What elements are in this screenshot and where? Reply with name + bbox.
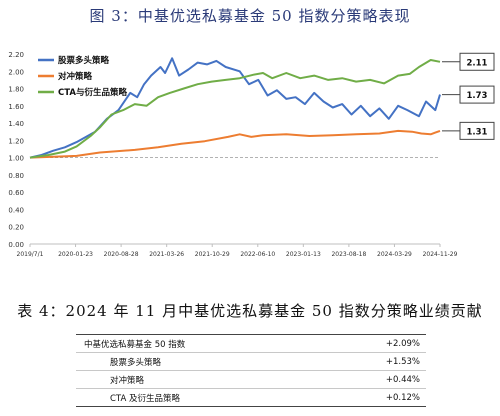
table-row-value: +0.44% (331, 370, 426, 389)
y-tick-label: 0.80 (8, 172, 24, 180)
y-tick-label: 0.40 (8, 206, 24, 214)
y-tick-label: 1.20 (8, 137, 24, 145)
y-tick-label: 2.00 (8, 68, 24, 76)
strategy-performance-chart: 0.00 0.20 0.40 0.60 0.80 1.00 1.20 1.40 1.60 1.80… (8, 51, 495, 258)
x-tick-label: 2023-08-18 (331, 251, 366, 258)
table-row-index: 中基优选私募基金 50 指数 +2.09% (76, 334, 426, 353)
table-row-label: CTA 及衍生品策略 (76, 388, 332, 407)
figure-title: 图 3：中基优选私募基金 50 指数分策略表现 (89, 7, 411, 25)
x-tick-label: 2020-08-28 (104, 251, 139, 258)
x-tick-label: 2024-11-29 (423, 251, 458, 258)
y-tick-label: 2.20 (8, 51, 24, 59)
legend-label-cta: CTA与衍生品策略 (58, 87, 127, 98)
x-tick-label: 2020-01-23 (58, 251, 93, 258)
table-row-hedge: 对冲策略 +0.44% (76, 370, 426, 389)
end-value-label-equity-long: 1.73 (467, 91, 488, 101)
end-value-label-hedge: 1.31 (467, 127, 488, 137)
table-row-label: 中基优选私募基金 50 指数 (76, 334, 332, 353)
y-tick-label: 1.80 (8, 86, 24, 94)
y-tick-label: 0.20 (8, 224, 24, 232)
y-tick-label: 0.60 (8, 189, 24, 197)
y-tick-label: 1.40 (8, 120, 24, 128)
table-row-value: +0.12% (331, 388, 426, 407)
legend-label-hedge: 对冲策略 (58, 71, 93, 82)
x-tick-label: 2023-01-13 (286, 251, 321, 258)
x-tick-label: 2019/7/1 (17, 251, 44, 258)
table-row-value: +1.53% (331, 352, 426, 371)
table-row-label: 股票多头策略 (76, 352, 332, 371)
end-label-box-hedge (459, 121, 495, 140)
end-label-box-cta (459, 52, 495, 71)
series-line-hedge (29, 129, 441, 159)
table-row-value: +2.09% (331, 334, 426, 353)
end-label-box-equity-long (459, 85, 495, 104)
table-row-equity-long: 股票多头策略 +1.53% (76, 352, 426, 371)
y-tick-label: 1.60 (8, 103, 24, 111)
table-row-cta: CTA 及衍生品策略 +0.12% (76, 388, 426, 407)
x-tick-label: 2021-10-29 (195, 251, 230, 258)
end-value-label-cta: 2.11 (467, 58, 488, 68)
performance-contribution-table: 中基优选私募基金 50 指数 +2.09% 股票多头策略 +1.53% 对冲策略… (76, 334, 426, 407)
y-tick-label: 1.00 (8, 155, 24, 163)
series-line-cta (29, 59, 441, 159)
legend-label-equity-long: 股票多头策略 (58, 55, 110, 66)
table-title: 表 4：2024 年 11 月中基优选私募基金 50 指数分策略业绩贡献 (17, 302, 483, 320)
x-tick-label: 2022-06-10 (240, 251, 275, 258)
table-row-label: 对冲策略 (76, 370, 332, 389)
y-tick-label: 0.00 (8, 241, 24, 249)
x-tick-label: 2021-03-26 (149, 251, 184, 258)
x-tick-label: 2024-03-29 (377, 251, 412, 258)
